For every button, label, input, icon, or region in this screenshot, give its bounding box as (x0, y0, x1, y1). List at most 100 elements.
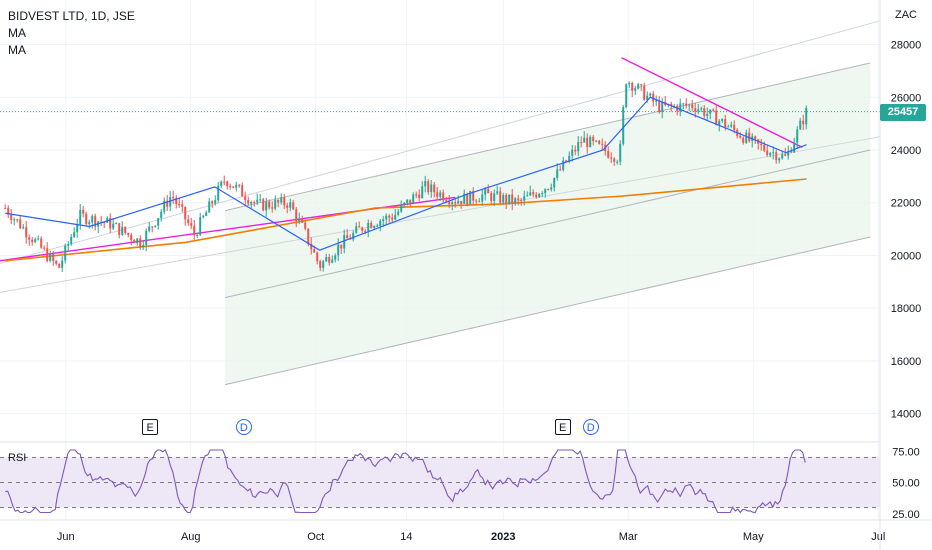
candle-body (463, 193, 466, 204)
candle-body (685, 103, 688, 106)
candle-body (802, 120, 805, 125)
rsi-label[interactable]: RSI (8, 452, 27, 464)
dividend-marker[interactable]: D (235, 419, 252, 435)
candle-body (598, 140, 601, 144)
candle-body (586, 137, 589, 148)
candle-body (253, 202, 256, 204)
candle-body (658, 100, 661, 112)
candle-body (295, 209, 298, 222)
candle-body (442, 192, 445, 201)
candle-body (310, 243, 313, 250)
legend-ma-2[interactable]: MA (8, 43, 26, 57)
rsi-line (5, 449, 806, 514)
candle-body (430, 184, 433, 193)
earnings-marker[interactable]: E (142, 419, 159, 435)
candle-body (574, 149, 577, 152)
candle-body (274, 200, 277, 209)
candle-body (484, 189, 487, 195)
candle-body (670, 103, 673, 106)
candle-body (562, 160, 565, 170)
candle-body (238, 184, 241, 186)
candle-body (427, 181, 430, 193)
candle-body (19, 219, 22, 229)
candle-body (118, 223, 121, 235)
candle-body (223, 181, 226, 183)
candle-body (790, 151, 793, 153)
candle-body (724, 119, 727, 128)
candle-body (436, 192, 439, 197)
candle-body (682, 103, 685, 105)
candle-body (31, 239, 34, 243)
candle-body (58, 263, 61, 268)
candle-body (424, 181, 427, 187)
moving-average-fast (5, 96, 807, 251)
candle-body (79, 210, 82, 224)
price-tick-label: 22000 (891, 198, 922, 210)
candle-body (151, 226, 154, 228)
candle-body (487, 189, 490, 194)
candle-body (247, 200, 250, 204)
candle-body (256, 199, 259, 203)
candle-body (787, 151, 790, 156)
candle-body (775, 152, 778, 161)
candle-body (688, 104, 691, 106)
candle-body (661, 102, 664, 112)
candle-body (28, 237, 31, 240)
candle-body (232, 186, 235, 188)
candle-body (136, 238, 139, 244)
candle-body (211, 201, 214, 204)
time-tick-label: Jun (57, 531, 75, 543)
candle-body (754, 136, 757, 140)
candle-body (496, 191, 499, 194)
rsi-tick-label: 25.00 (892, 509, 920, 521)
candle-body (82, 210, 85, 214)
candle-body (103, 222, 106, 224)
legend-ma-1[interactable]: MA (8, 26, 26, 40)
candle-body (46, 248, 49, 261)
candle-body (376, 225, 379, 227)
time-tick-label: 14 (400, 531, 412, 543)
candle-body (517, 198, 520, 200)
candle-body (508, 194, 511, 203)
candle-body (616, 161, 619, 163)
candle-body (553, 177, 556, 188)
candle-body (526, 195, 529, 197)
candle-body (94, 216, 97, 227)
candle-body (481, 194, 484, 202)
legend-symbol[interactable]: BIDVEST LTD, 1D, JSE (8, 9, 135, 23)
candle-body (466, 193, 469, 205)
candle-body (322, 261, 325, 268)
candle-body (565, 160, 568, 162)
time-tick-label: Jul (871, 531, 885, 543)
candle-body (343, 235, 346, 249)
earnings-marker[interactable]: E (554, 419, 571, 435)
candle-body (583, 137, 586, 143)
candle-body (226, 181, 229, 187)
candle-body (505, 195, 508, 203)
candle-body (100, 221, 103, 223)
candle-body (742, 137, 745, 143)
candle-body (379, 221, 382, 226)
candle-body (799, 120, 802, 130)
candle-body (781, 154, 784, 159)
candle-body (730, 124, 733, 127)
candle-body (634, 88, 637, 91)
candle-body (172, 197, 175, 199)
candle-body (388, 215, 391, 218)
candle-body (43, 247, 46, 249)
candle-body (22, 227, 25, 229)
candle-body (124, 226, 127, 234)
candle-body (679, 103, 682, 112)
candle-body (793, 142, 796, 153)
candle-body (394, 214, 397, 220)
candle-body (475, 200, 478, 202)
dividend-marker[interactable]: D (582, 419, 599, 435)
candle-body (154, 225, 157, 227)
candle-body (628, 83, 631, 85)
candle-body (352, 232, 355, 240)
candle-body (460, 200, 463, 204)
candle-body (439, 192, 442, 197)
currency-label: ZAC (895, 9, 917, 21)
candle-body (301, 218, 304, 223)
